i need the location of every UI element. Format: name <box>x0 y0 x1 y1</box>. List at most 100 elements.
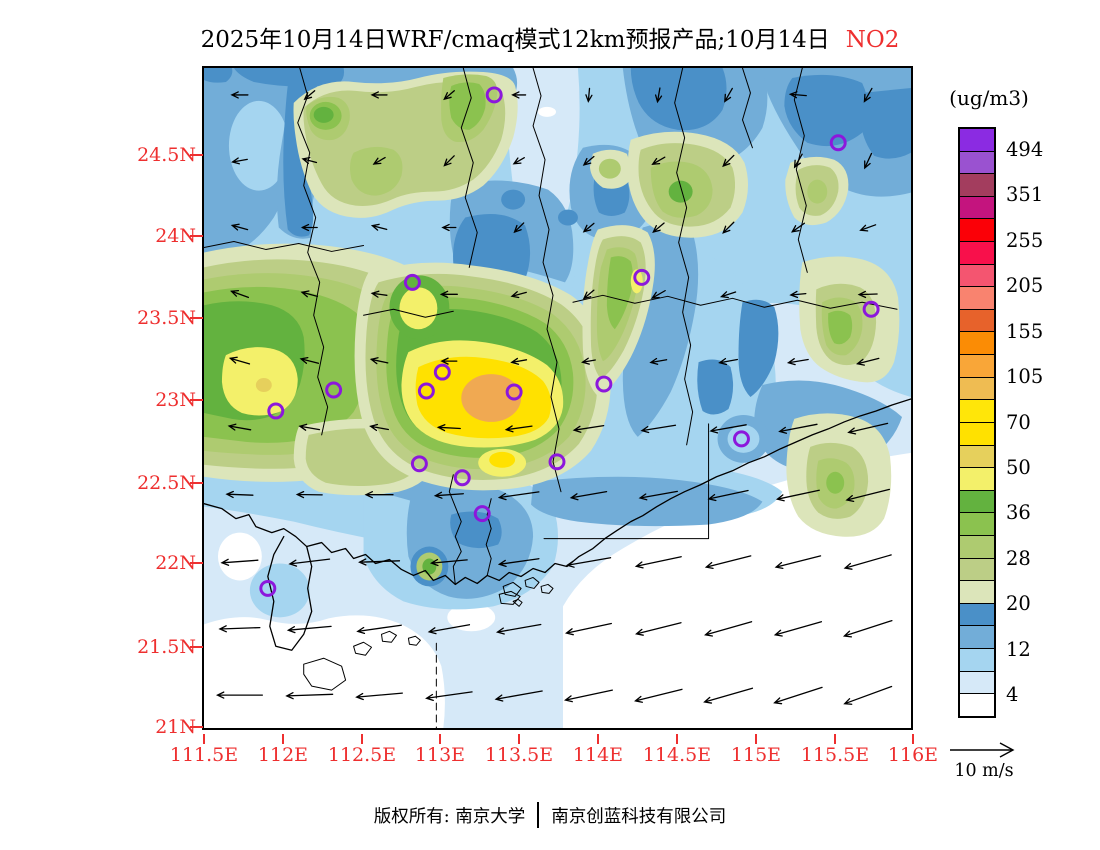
colorbar-tick-label: 20 <box>1006 592 1031 616</box>
lon-tick-mark <box>834 734 836 744</box>
wind-vector-arrow <box>582 222 595 233</box>
wind-vector-arrow <box>863 87 873 103</box>
colorbar-tick-label: 155 <box>1006 319 1044 343</box>
wind-vector-arrow <box>225 490 254 499</box>
wind-vector-arrow <box>510 291 527 299</box>
copyright-footer: 版权所有: 南京大学 南京创蓝科技有限公司 <box>0 802 1100 828</box>
wind-vector-arrow <box>582 155 595 166</box>
wind-vector-arrow <box>295 490 323 499</box>
admin-boundary <box>572 294 898 310</box>
city-station-marker[interactable] <box>325 381 343 399</box>
city-station-marker[interactable] <box>485 86 503 104</box>
wind-vector-arrow <box>495 623 542 635</box>
wind-vector-arrow <box>707 489 749 502</box>
city-station-marker[interactable] <box>410 455 428 473</box>
wind-vector-arrow <box>709 424 747 434</box>
admin-boundary <box>204 240 365 252</box>
colorbar-cell <box>960 399 994 422</box>
colorbar-cell <box>960 534 994 558</box>
wind-vector-arrow <box>300 290 319 298</box>
map-plot-area[interactable] <box>202 66 913 730</box>
wind-vector-arrow <box>229 289 250 299</box>
wind-vector-arrow <box>649 357 668 365</box>
city-station-marker[interactable] <box>862 300 880 318</box>
wind-vector-arrow <box>370 290 388 298</box>
wind-vector-arrow <box>563 689 613 703</box>
wind-vector-arrow <box>301 156 318 165</box>
colorbar-cell <box>960 580 994 603</box>
colorbar-cell <box>960 173 994 196</box>
wind-vector-arrow <box>565 557 612 568</box>
city-station-marker[interactable] <box>595 375 613 393</box>
wind-vector-arrow <box>372 156 386 165</box>
wind-vector-arrow <box>652 222 665 233</box>
city-station-marker[interactable] <box>417 382 435 400</box>
wind-vector-arrow <box>724 87 733 103</box>
wind-vector-arrow <box>364 491 394 499</box>
colorbar-cell <box>960 241 994 264</box>
city-station-marker[interactable] <box>403 273 421 291</box>
wind-vector-arrow <box>497 491 540 501</box>
lat-tick-label: 24.5N <box>137 144 196 166</box>
wind-vector-arrow <box>303 90 316 101</box>
colorbar-cell <box>960 195 994 219</box>
no2-contour-map <box>204 68 911 728</box>
lon-tick-label: 112.5E <box>327 744 397 766</box>
admin-boundary <box>741 68 753 149</box>
colorbar-tick-label: 36 <box>1006 501 1031 525</box>
city-station-marker[interactable] <box>453 469 471 487</box>
wind-vectors <box>215 87 893 705</box>
wind-vector-arrow <box>703 687 754 704</box>
wind-vector-arrow <box>511 91 527 99</box>
colorbar-cell <box>960 129 994 151</box>
wind-vector-arrow <box>497 558 540 568</box>
colorbar-cell <box>960 557 994 581</box>
city-station-marker[interactable] <box>505 383 523 401</box>
wind-vector-arrow <box>585 87 593 103</box>
colorbar-cell <box>960 693 994 716</box>
lon-tick-label: 112E <box>257 744 309 766</box>
colorbar-cell <box>960 670 994 694</box>
lat-tick-label: 22.5N <box>137 472 196 494</box>
wind-vector-arrow <box>298 423 321 431</box>
wind-vector-arrow <box>581 357 596 365</box>
city-station-marker[interactable] <box>548 453 566 471</box>
city-station-marker[interactable] <box>829 134 847 152</box>
admin-boundary <box>532 68 562 493</box>
wind-vector-arrow <box>285 692 334 700</box>
city-station-marker[interactable] <box>633 268 651 286</box>
wind-vector-arrow <box>788 91 807 99</box>
city-station-marker[interactable] <box>473 505 491 523</box>
city-station-marker[interactable] <box>733 430 750 448</box>
figure-title: 2025年10月14日WRF/cmaq模式12km预报产品;10月14日 NO2 <box>0 20 1100 54</box>
figure-title-text: 2025年10月14日WRF/cmaq模式12km预报产品;10月14日 <box>200 27 830 53</box>
lat-tick-label: 23N <box>155 389 196 411</box>
city-station-marker[interactable] <box>267 402 285 420</box>
lon-tick-label: 115.5E <box>800 744 870 766</box>
wind-vector-arrow <box>718 357 739 366</box>
wind-vector-arrow <box>773 686 823 705</box>
city-station-marker[interactable] <box>433 363 451 381</box>
lat-tick-mark <box>190 154 203 156</box>
wind-vector-arrow <box>215 691 263 699</box>
wind-vector-arrow <box>494 690 543 702</box>
colorbar[interactable] <box>958 127 996 718</box>
lon-tick-label: 114E <box>572 744 624 766</box>
wind-vector-arrow <box>441 223 457 232</box>
colorbar-tick-label: 12 <box>1006 637 1031 661</box>
colorbar-cell <box>960 286 994 309</box>
wind-vector-arrow <box>443 155 455 167</box>
wind-vector-arrow <box>651 156 666 165</box>
colorbar-unit-label: (ug/m3) <box>949 86 1029 110</box>
lon-tick-label: 114.5E <box>642 744 712 766</box>
wind-vector-arrow <box>793 153 803 169</box>
wind-vector-arrow <box>704 621 753 637</box>
lat-tick-label: 24N <box>155 225 196 247</box>
wind-vector-arrow <box>722 154 735 168</box>
lon-tick-label: 116E <box>887 744 939 766</box>
colorbar-tick-label: 50 <box>1006 455 1031 479</box>
lat-tick-label: 21N <box>155 716 196 738</box>
wind-vector-arrow <box>786 358 809 366</box>
city-station-marker[interactable] <box>259 579 277 597</box>
lat-tick-mark <box>190 482 203 484</box>
